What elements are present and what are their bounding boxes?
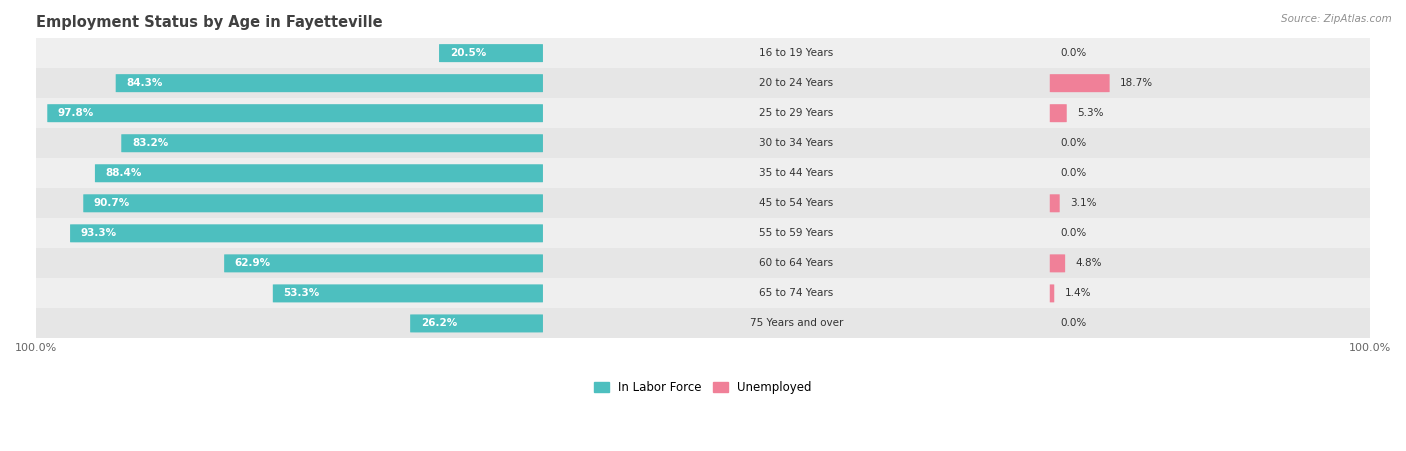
FancyBboxPatch shape bbox=[1050, 285, 1054, 303]
FancyBboxPatch shape bbox=[1050, 254, 1066, 272]
Text: 35 to 44 Years: 35 to 44 Years bbox=[759, 168, 834, 178]
Text: Source: ZipAtlas.com: Source: ZipAtlas.com bbox=[1281, 14, 1392, 23]
Text: 45 to 54 Years: 45 to 54 Years bbox=[759, 198, 834, 208]
Text: 97.8%: 97.8% bbox=[58, 108, 94, 118]
Bar bbox=[37, 278, 1369, 308]
Text: 20 to 24 Years: 20 to 24 Years bbox=[759, 78, 834, 88]
Text: 30 to 34 Years: 30 to 34 Years bbox=[759, 138, 834, 148]
Text: 0.0%: 0.0% bbox=[1060, 168, 1087, 178]
FancyBboxPatch shape bbox=[83, 194, 543, 212]
Text: 53.3%: 53.3% bbox=[284, 288, 319, 299]
Bar bbox=[37, 188, 1369, 218]
Text: 25 to 29 Years: 25 to 29 Years bbox=[759, 108, 834, 118]
Bar bbox=[37, 218, 1369, 249]
Text: 18.7%: 18.7% bbox=[1121, 78, 1153, 88]
Bar bbox=[37, 158, 1369, 188]
FancyBboxPatch shape bbox=[121, 134, 543, 152]
Text: 83.2%: 83.2% bbox=[132, 138, 169, 148]
FancyBboxPatch shape bbox=[1050, 194, 1060, 212]
Bar bbox=[37, 98, 1369, 128]
FancyBboxPatch shape bbox=[96, 164, 543, 182]
FancyBboxPatch shape bbox=[439, 44, 543, 62]
Bar bbox=[37, 68, 1369, 98]
Text: 65 to 74 Years: 65 to 74 Years bbox=[759, 288, 834, 299]
Text: 88.4%: 88.4% bbox=[105, 168, 142, 178]
Legend: In Labor Force, Unemployed: In Labor Force, Unemployed bbox=[589, 376, 817, 399]
Bar bbox=[37, 249, 1369, 278]
FancyBboxPatch shape bbox=[48, 104, 543, 122]
Text: 0.0%: 0.0% bbox=[1060, 318, 1087, 328]
FancyBboxPatch shape bbox=[224, 254, 543, 272]
FancyBboxPatch shape bbox=[1050, 104, 1067, 122]
Bar bbox=[37, 308, 1369, 338]
Text: 0.0%: 0.0% bbox=[1060, 228, 1087, 238]
Text: 62.9%: 62.9% bbox=[235, 258, 271, 268]
Text: 1.4%: 1.4% bbox=[1064, 288, 1091, 299]
FancyBboxPatch shape bbox=[273, 285, 543, 303]
Text: Employment Status by Age in Fayetteville: Employment Status by Age in Fayetteville bbox=[37, 15, 382, 30]
FancyBboxPatch shape bbox=[1050, 74, 1109, 92]
Text: 0.0%: 0.0% bbox=[1060, 48, 1087, 58]
Text: 90.7%: 90.7% bbox=[94, 198, 131, 208]
Text: 5.3%: 5.3% bbox=[1077, 108, 1104, 118]
FancyBboxPatch shape bbox=[70, 224, 543, 242]
Text: 93.3%: 93.3% bbox=[80, 228, 117, 238]
Text: 0.0%: 0.0% bbox=[1060, 138, 1087, 148]
Text: 55 to 59 Years: 55 to 59 Years bbox=[759, 228, 834, 238]
Text: 75 Years and over: 75 Years and over bbox=[749, 318, 844, 328]
Bar bbox=[37, 38, 1369, 68]
Text: 20.5%: 20.5% bbox=[450, 48, 486, 58]
Bar bbox=[37, 128, 1369, 158]
Text: 26.2%: 26.2% bbox=[420, 318, 457, 328]
Text: 4.8%: 4.8% bbox=[1076, 258, 1102, 268]
FancyBboxPatch shape bbox=[115, 74, 543, 92]
Text: 60 to 64 Years: 60 to 64 Years bbox=[759, 258, 834, 268]
Text: 16 to 19 Years: 16 to 19 Years bbox=[759, 48, 834, 58]
Text: 84.3%: 84.3% bbox=[127, 78, 163, 88]
FancyBboxPatch shape bbox=[411, 314, 543, 332]
Text: 3.1%: 3.1% bbox=[1070, 198, 1097, 208]
